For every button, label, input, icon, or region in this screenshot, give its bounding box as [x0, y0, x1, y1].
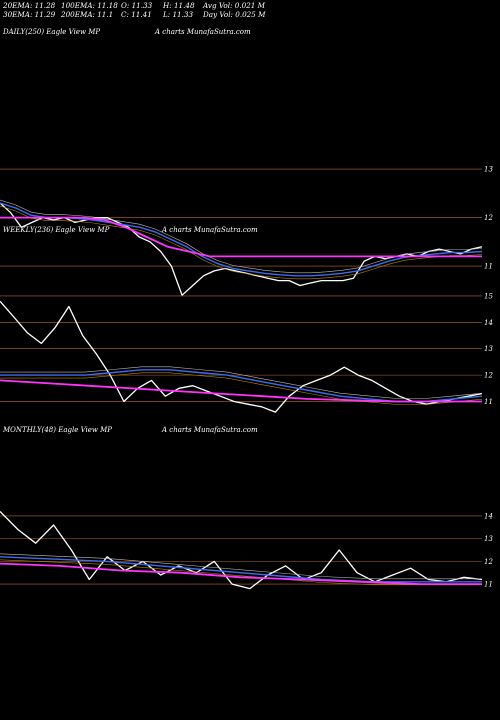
ema-thin-line-2 [0, 553, 482, 580]
ema-slow-magenta-line-0 [0, 216, 482, 258]
header-20ema: 20EMA: 11.28 [3, 1, 56, 10]
y-tick-label-0-2: 11 [484, 263, 493, 271]
y-tick-label-2-3: 11 [484, 581, 493, 589]
y-tick-label-0-0: 13 [484, 166, 493, 174]
ema-brown-line-1 [0, 372, 483, 405]
y-tick-label-2-0: 14 [484, 512, 493, 520]
ema-fast-blue-line-2 [0, 556, 482, 583]
weekly-panel-label: WEEKLY(236) Eagle View MP [3, 226, 110, 234]
header-day-vol: Day Vol: 0.025 M [203, 10, 266, 19]
ema-fast-blue-line-0 [0, 202, 483, 277]
y-tick-label-1-4: 11 [484, 398, 493, 406]
weekly-watermark: A charts MunafaSutra.com [162, 226, 258, 234]
header-close: C: 11.41 [121, 10, 152, 19]
header-open: O: 11.33 [121, 1, 153, 10]
header-avg-vol: Avg Vol: 0.021 M [203, 1, 265, 10]
ema-slow-magenta-line-1 [0, 379, 482, 403]
header-high: H: 11.48 [163, 1, 195, 10]
ema-thin-line-1 [0, 366, 483, 399]
price-line-2 [0, 510, 483, 590]
y-tick-label-0-1: 12 [484, 214, 493, 222]
daily-panel-label: DAILY(250) Eagle View MP [3, 28, 101, 36]
y-tick-label-1-1: 14 [484, 319, 493, 327]
y-tick-label-1-2: 13 [484, 345, 493, 353]
y-tick-label-1-0: 15 [484, 292, 493, 300]
monthly-panel-label: MONTHLY(48) Eagle View MP [3, 426, 112, 434]
header-30ema: 30EMA: 11.29 [3, 10, 56, 19]
header-low: L: 11.33 [163, 10, 194, 19]
ema-thin-line-0 [0, 199, 483, 274]
daily-watermark: A charts MunafaSutra.com [155, 28, 251, 36]
ema-slow-magenta-line-2 [0, 562, 482, 585]
monthly-watermark: A charts MunafaSutra.com [162, 426, 258, 434]
y-tick-label-2-1: 13 [484, 535, 493, 543]
ema-brown-line-2 [0, 559, 482, 586]
header-100ema: 100EMA: 11.18 [61, 1, 118, 10]
price-line-1 [0, 300, 483, 413]
ema-brown-line-0 [0, 205, 483, 280]
y-tick-label-2-2: 12 [484, 558, 493, 566]
header-200ema: 200EMA: 11.1 [61, 10, 114, 19]
y-tick-label-1-3: 12 [484, 372, 493, 380]
